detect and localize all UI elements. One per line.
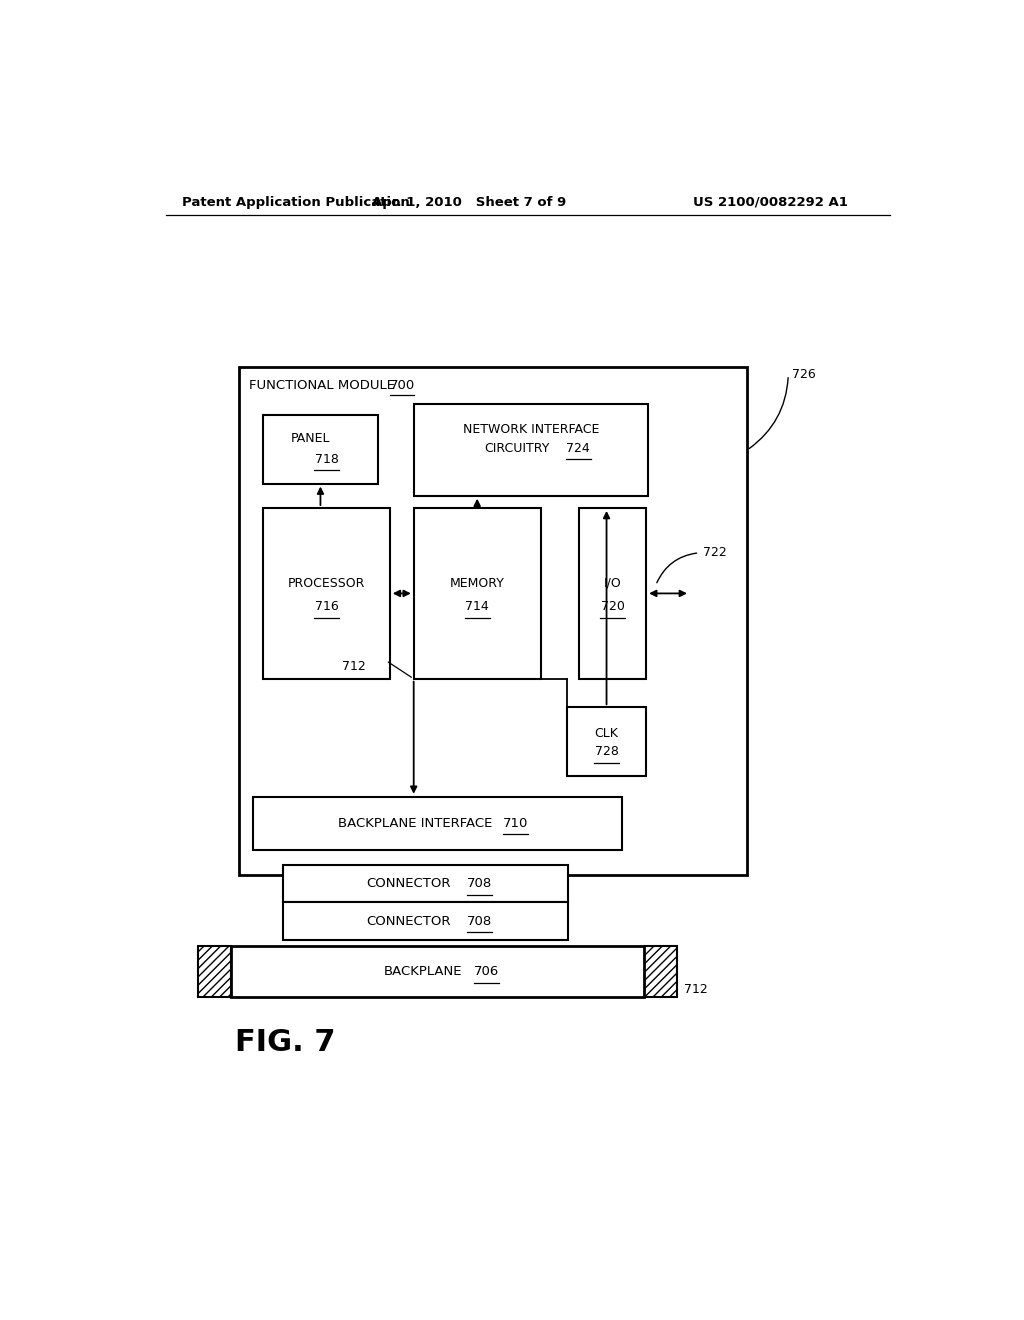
Bar bbox=[253, 797, 623, 850]
Text: NETWORK INTERFACE: NETWORK INTERFACE bbox=[463, 424, 599, 437]
Bar bbox=[414, 404, 648, 496]
Text: BACKPLANE INTERFACE: BACKPLANE INTERFACE bbox=[339, 817, 493, 830]
Text: 718: 718 bbox=[314, 453, 339, 466]
Bar bbox=[198, 946, 231, 997]
Text: PROCESSOR: PROCESSOR bbox=[288, 577, 366, 590]
Text: 722: 722 bbox=[703, 546, 727, 560]
Text: 726: 726 bbox=[793, 368, 816, 381]
Text: CLK: CLK bbox=[595, 727, 618, 741]
Text: BACKPLANE: BACKPLANE bbox=[384, 965, 463, 978]
Text: US 2100/0082292 A1: US 2100/0082292 A1 bbox=[693, 195, 848, 209]
Bar bbox=[567, 708, 646, 776]
Text: Patent Application Publication: Patent Application Publication bbox=[182, 195, 410, 209]
Bar bbox=[231, 946, 644, 997]
Text: I/O: I/O bbox=[603, 577, 622, 590]
Bar bbox=[579, 508, 646, 678]
Text: 706: 706 bbox=[474, 965, 500, 978]
Text: 700: 700 bbox=[390, 379, 415, 392]
Text: FIG. 7: FIG. 7 bbox=[236, 1028, 336, 1057]
Text: CONNECTOR: CONNECTOR bbox=[366, 915, 451, 928]
Text: 728: 728 bbox=[595, 746, 618, 759]
Text: 714: 714 bbox=[465, 601, 489, 612]
Text: 712: 712 bbox=[342, 660, 367, 673]
Text: 708: 708 bbox=[467, 876, 493, 890]
Text: 712: 712 bbox=[684, 983, 708, 997]
Text: 708: 708 bbox=[467, 915, 493, 928]
Text: 716: 716 bbox=[314, 601, 338, 612]
Text: FUNCTIONAL MODULE: FUNCTIONAL MODULE bbox=[249, 379, 394, 392]
Bar bbox=[263, 414, 378, 483]
Text: CONNECTOR: CONNECTOR bbox=[366, 876, 451, 890]
Text: 720: 720 bbox=[600, 601, 625, 612]
Text: Apr. 1, 2010   Sheet 7 of 9: Apr. 1, 2010 Sheet 7 of 9 bbox=[372, 195, 566, 209]
Bar bbox=[414, 508, 541, 678]
Text: 724: 724 bbox=[566, 442, 590, 454]
Bar bbox=[263, 508, 390, 678]
Bar bbox=[283, 865, 568, 903]
Bar bbox=[283, 903, 568, 940]
Bar bbox=[240, 367, 748, 875]
Text: 710: 710 bbox=[503, 817, 528, 830]
Text: MEMORY: MEMORY bbox=[450, 577, 505, 590]
Text: PANEL: PANEL bbox=[291, 433, 331, 445]
Bar bbox=[644, 946, 677, 997]
Text: CIRCUITRY: CIRCUITRY bbox=[483, 442, 549, 454]
